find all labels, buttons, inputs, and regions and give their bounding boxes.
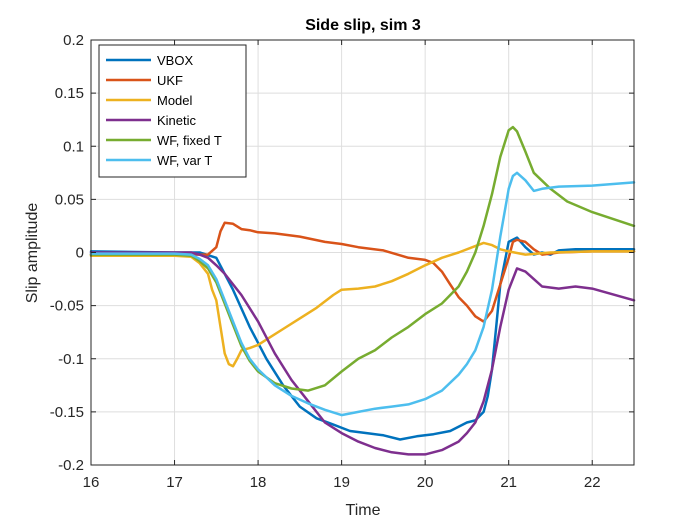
y-tick-label: -0.05: [50, 298, 84, 315]
x-tick-label: 18: [250, 474, 267, 491]
legend-label-4: WF, fixed T: [157, 133, 222, 148]
y-tick-label: 0.05: [55, 191, 84, 208]
legend-label-3: Kinetic: [157, 113, 197, 128]
legend: VBOX UKF Model Kinetic WF, fixed T WF, var T: [98, 44, 247, 178]
x-tick-label: 17: [166, 474, 183, 491]
y-tick-label: -0.1: [58, 351, 84, 368]
series-line-3: [89, 251, 636, 456]
series-line-1: [89, 221, 636, 323]
tick-labels: 16 17 18 19 20 21 22 -0.2 -0.15 -0.1 -0.05 0 0.05 0.1…: [50, 32, 601, 491]
series-line-5: [89, 171, 636, 417]
legend-label-0: VBOX: [157, 53, 193, 68]
y-tick-label: 0.2: [63, 32, 84, 49]
y-tick-label: 0.15: [55, 85, 84, 102]
legend-label-5: WF, var T: [157, 153, 212, 168]
y-tick-label: 0: [76, 245, 84, 262]
legend-box: [98, 44, 247, 178]
legend-label-2: Model: [157, 93, 193, 108]
y-tick-label: -0.15: [50, 404, 84, 421]
y-axis-label: Slip amplitude: [24, 203, 41, 304]
x-tick-label: 21: [500, 474, 517, 491]
x-tick-label: 22: [584, 474, 601, 491]
legend-label-1: UKF: [157, 73, 183, 88]
x-tick-label: 20: [417, 474, 434, 491]
chart-title: Side slip, sim 3: [305, 17, 421, 34]
axes: [90, 39, 635, 466]
series-line-2: [89, 241, 636, 368]
y-tick-label: -0.2: [58, 457, 84, 474]
series-layer: [89, 125, 636, 456]
x-axis-label: Time: [346, 502, 381, 519]
x-tick-label: 19: [333, 474, 350, 491]
x-tick-label: 16: [83, 474, 100, 491]
y-tick-label: 0.1: [63, 138, 84, 155]
